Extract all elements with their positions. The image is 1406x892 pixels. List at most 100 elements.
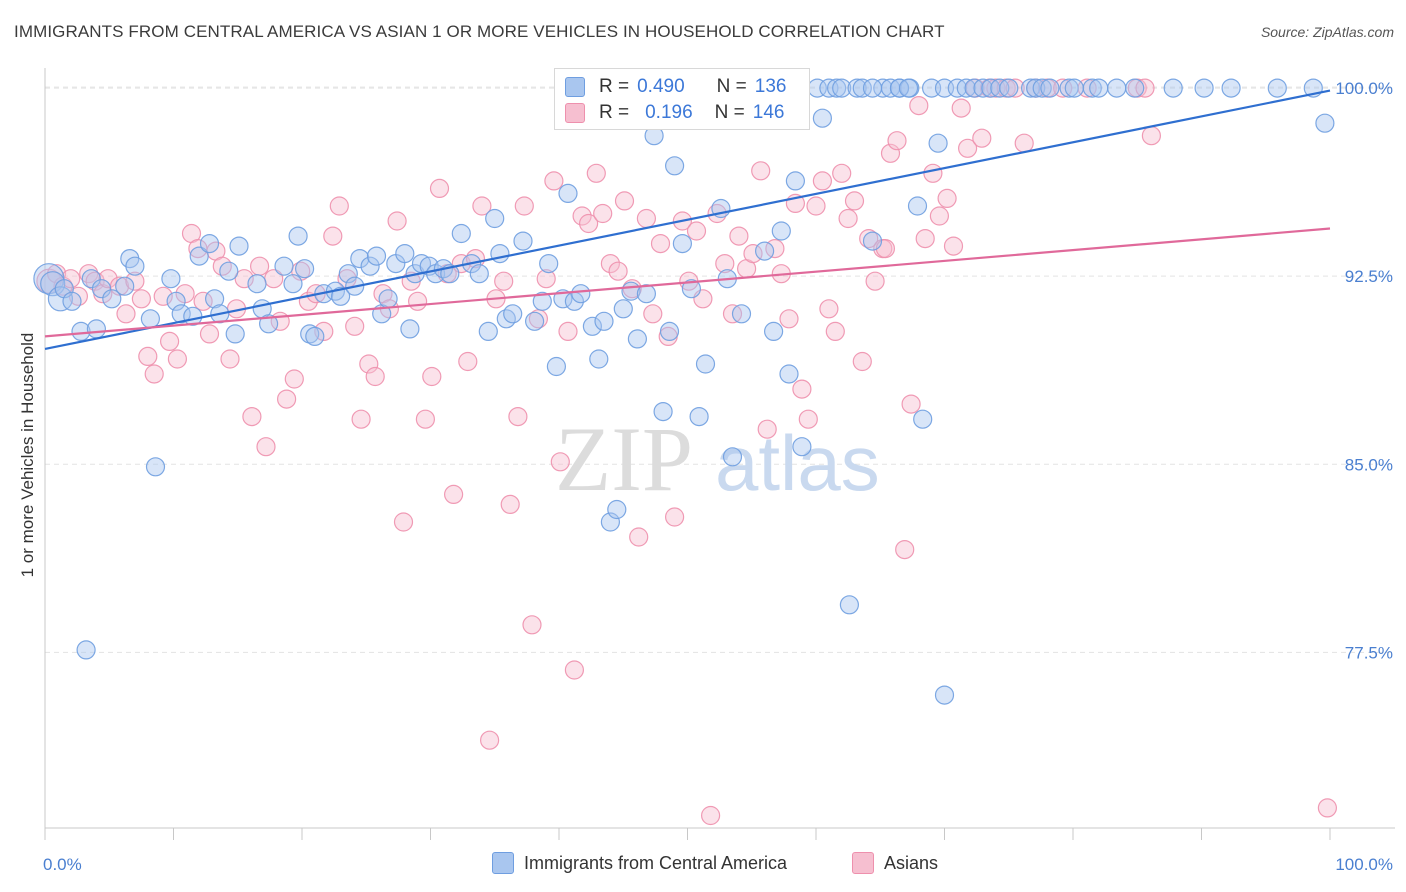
data-point-asians [422,366,442,387]
data-point-central-america [754,241,775,261]
data-point-central-america [300,324,320,344]
data-point-asians [572,206,592,226]
data-point-central-america [898,78,919,98]
data-point-central-america [852,78,872,98]
data-point-central-america [485,208,505,229]
legend-item-asians[interactable]: Asians [852,852,938,874]
data-point-central-america [166,291,186,311]
gridlines [45,86,1395,653]
data-point-asians [1135,78,1155,98]
data-point-central-america [145,457,166,477]
data-point-asians [564,660,585,680]
data-point-central-america [1221,78,1241,98]
data-point-central-america [847,78,867,98]
data-point-central-america [247,274,267,294]
data-point-central-america [1040,78,1060,98]
data-point-asians [792,379,812,399]
legend-label-central-america: Immigrants from Central America [524,852,788,873]
data-point-asians [887,131,907,151]
data-point-central-america [219,261,239,281]
data-point-central-america [779,364,799,384]
data-point-asians [832,163,852,183]
correlation-legend: R = 0.490 N = 136 R = 0.196 N = 146 [554,68,810,130]
data-point-central-america [973,78,993,98]
data-point-central-america [205,289,225,309]
data-point-asians [242,407,262,427]
data-point-central-america [681,279,702,299]
data-point-asians [508,407,528,427]
data-point-central-america [722,447,743,467]
watermark-atlas: atlas [715,419,880,507]
data-point-asians [345,316,365,336]
legend-swatch-pink [852,852,874,874]
data-point-central-america [86,319,107,339]
legend-r-value: 0.196 [645,102,693,123]
x-tick-label-max: 100.0% [1335,855,1393,874]
data-point-asians [359,354,379,374]
data-point-central-america [589,349,609,369]
data-point-asians [536,269,556,289]
data-point-central-america [513,231,533,251]
data-point-central-america [928,133,948,153]
y-tick-label: 92.5% [1345,267,1393,286]
data-point-asians [314,321,334,341]
y-tick-label: 85.0% [1345,455,1393,474]
data-point-central-america [672,234,693,254]
data-point-asians [351,409,371,429]
data-point-asians [250,256,270,276]
data-point-central-america [395,244,415,264]
legend-row-asians: R = 0.196 N = 146 [565,100,784,126]
data-point-central-america [913,409,933,429]
data-point-central-america [199,234,220,254]
data-point-asians [61,269,81,289]
data-point-asians [199,324,220,344]
data-point-central-america [532,291,552,311]
legend-n-value: 146 [752,102,785,123]
legend-row-central-america: R = 0.490 N = 136 [565,74,786,100]
data-point-asians [558,321,578,341]
data-point-asians [323,226,343,246]
data-point-central-america [451,223,471,244]
data-point-central-america [1267,78,1287,98]
data-point-asians [729,226,749,246]
data-point-central-america [366,246,387,266]
data-point-asians [779,309,799,329]
data-point-asians [494,271,514,291]
data-point-asians [212,256,232,276]
legend-swatch-pink [565,103,585,123]
data-point-central-america [792,437,812,457]
data-point-asians [629,527,649,547]
data-point-central-america [81,269,101,289]
data-point-asians [98,269,118,289]
legend-swatch-blue [565,77,585,97]
data-point-central-america [771,221,791,241]
data-point-central-america [496,309,516,329]
legend-swatch-blue [492,852,514,874]
data-point-asians [798,409,818,429]
data-point-asians [1005,78,1025,98]
data-point-central-america [305,326,325,346]
data-point-asians [586,163,606,183]
data-point-central-america [1032,78,1052,98]
data-point-central-america [934,685,955,705]
data-point-central-america [225,324,245,344]
data-point-central-america [283,274,303,294]
data-point-asians [636,208,657,229]
data-point-asians [138,346,158,366]
data-point-asians [131,289,151,309]
data-point-asians [643,304,663,324]
data-point-central-america [558,183,578,203]
data-point-central-america [653,402,673,422]
data-point-central-america [1089,78,1109,98]
data-point-asians [480,730,500,750]
data-point-central-america [478,321,498,341]
data-point-asians [865,271,885,291]
tick-labels: 100.0% 92.5% 85.0% 77.5% 0.0% 100.0% [43,79,1393,874]
data-point-asians [444,484,464,504]
data-point-asians [923,163,943,183]
legend-item-central-america[interactable]: Immigrants from Central America [492,852,787,874]
data-point-central-america [288,226,308,246]
data-point-central-america [607,499,627,520]
data-point-central-america [47,286,74,312]
